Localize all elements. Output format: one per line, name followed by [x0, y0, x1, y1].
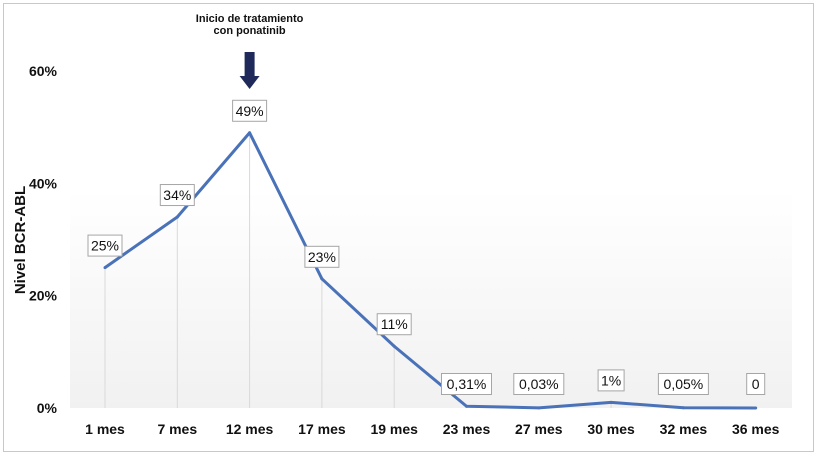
x-tick-label: 12 mes — [226, 421, 274, 437]
data-point — [681, 406, 685, 410]
y-axis-label: Nivel BCR-ABL — [12, 186, 29, 294]
data-point — [465, 404, 468, 408]
x-tick-label: 36 mes — [732, 421, 780, 437]
data-label: 49% — [232, 99, 268, 122]
series-line — [104, 131, 756, 410]
x-tick-label: 30 mes — [587, 421, 635, 437]
data-label: 0 — [746, 373, 766, 395]
data-label-text: 11% — [381, 316, 408, 332]
data-label-box — [513, 373, 565, 395]
x-tick-label: 19 mes — [370, 421, 418, 437]
annotation-text: con ponatinib — [214, 25, 286, 37]
data-label-box — [159, 184, 195, 207]
data-label: 1% — [597, 369, 625, 392]
x-tick-label: 32 mes — [660, 421, 708, 437]
y-tick-label: 20% — [29, 288, 58, 304]
y-tick-label: 40% — [29, 175, 58, 191]
data-point — [103, 266, 107, 270]
data-point — [175, 215, 179, 219]
x-tick-label: 7 mes — [157, 421, 197, 437]
data-label-text: 0 — [752, 376, 760, 392]
data-label-box — [376, 313, 412, 336]
data-label-box — [304, 245, 340, 268]
data-label: 0,31% — [441, 373, 492, 395]
x-tick-label: 27 mes — [515, 421, 563, 437]
data-label: 34% — [159, 184, 195, 207]
data-point — [320, 277, 324, 281]
data-label: 25% — [87, 234, 123, 257]
y-tick-label: 60% — [29, 63, 58, 79]
data-label-text: 25% — [91, 238, 119, 254]
x-tick-label: 23 mes — [443, 421, 491, 437]
data-label-box — [746, 373, 766, 395]
data-label-box — [87, 234, 123, 257]
data-label-box — [441, 373, 492, 395]
data-label-text: 23% — [308, 249, 336, 265]
data-label-text: 49% — [236, 103, 264, 119]
data-point — [754, 406, 758, 410]
down-arrow-icon — [239, 52, 260, 89]
x-tick-label: 1 mes — [85, 421, 125, 437]
data-label-box — [657, 373, 709, 395]
data-label-text: 1% — [601, 372, 621, 388]
data-label-text: 34% — [163, 187, 191, 203]
data-point — [248, 131, 252, 135]
data-point — [392, 344, 396, 348]
data-label: 23% — [304, 245, 340, 268]
data-label-text: 0,31% — [447, 376, 487, 392]
data-label-text: 0,05% — [664, 376, 704, 392]
data-point — [609, 400, 613, 404]
data-point — [537, 406, 541, 410]
plot-background — [70, 190, 792, 408]
y-tick-label: 0% — [37, 400, 58, 416]
data-label-text: 0,03% — [519, 376, 559, 392]
x-tick-label: 17 mes — [298, 421, 346, 437]
data-label: 0,03% — [513, 373, 565, 395]
annotation-text: Inicio de tratamiento — [196, 13, 304, 25]
data-label: 11% — [376, 313, 412, 336]
data-label-box — [597, 369, 625, 392]
data-label: 0,05% — [657, 373, 709, 395]
data-label-box — [232, 99, 268, 122]
